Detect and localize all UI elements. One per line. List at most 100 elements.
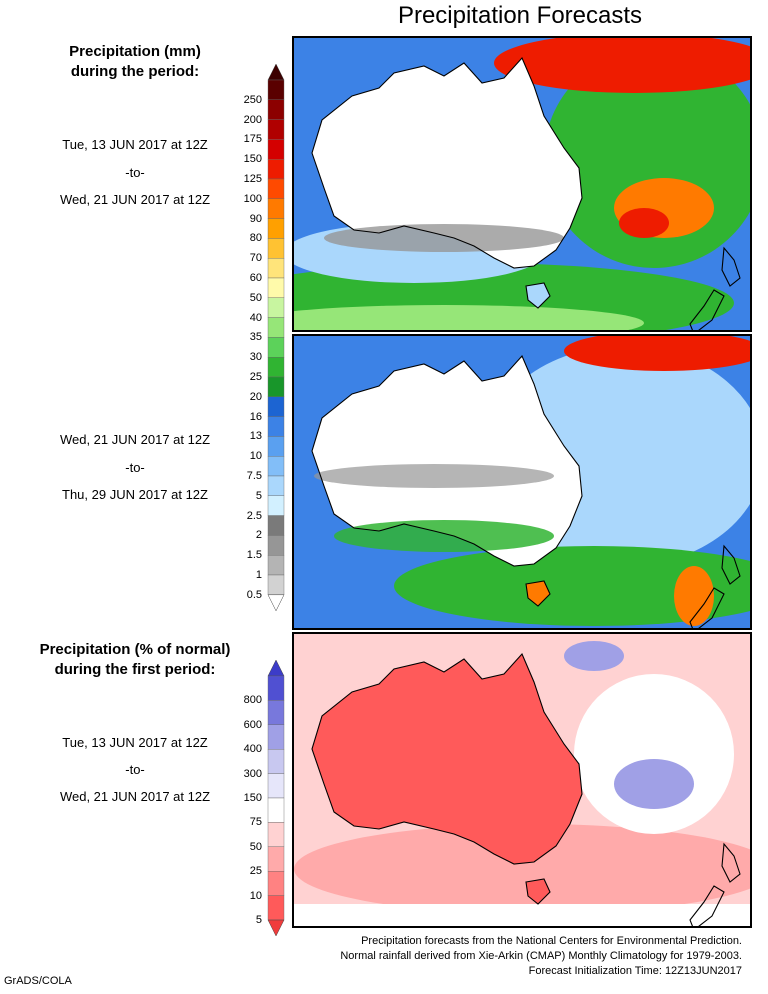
percent-colorbar-band bbox=[267, 748, 285, 774]
amount-colorbar-tick-label: 1 bbox=[255, 569, 262, 581]
map2-new-zealand-coastline bbox=[721, 544, 741, 585]
map3-tasmania-coastline bbox=[525, 878, 551, 905]
amount-colorbar-tick-label: 150 bbox=[243, 153, 262, 166]
percent-colorbar-band bbox=[267, 700, 285, 726]
map1-new-zealand-coastline bbox=[721, 246, 741, 287]
percent-of-normal-map bbox=[292, 632, 752, 928]
footer-normal-line: Normal rainfall derived from Xie-Arkin (… bbox=[340, 950, 742, 962]
amount-colorbar-band bbox=[267, 456, 285, 477]
percent-colorbar-tick-label: 5 bbox=[255, 914, 262, 926]
amount-colorbar-tick-label: 1.5 bbox=[246, 549, 262, 562]
amount-colorbar-tick-label: 40 bbox=[249, 311, 262, 324]
period1-start: Tue, 13 JUN 2017 at 12Z bbox=[62, 137, 208, 152]
percent-period-separator: -to- bbox=[125, 762, 145, 777]
map2-north-red-area bbox=[564, 336, 750, 371]
map2-south-coast-green bbox=[334, 520, 554, 552]
percent-section-title: Precipitation (% of normal) during the f… bbox=[0, 640, 270, 680]
map1-tasmania-coastline bbox=[525, 282, 551, 309]
amount-colorbar-band bbox=[267, 515, 285, 536]
period1-end: Wed, 21 JUN 2017 at 12Z bbox=[59, 192, 211, 207]
amount-colorbar-band bbox=[267, 139, 285, 160]
amount-colorbar-band bbox=[267, 535, 285, 556]
amount-colorbar-band bbox=[267, 99, 285, 120]
amount-colorbar-tick-label: 200 bbox=[243, 113, 262, 126]
amount-colorbar-band bbox=[267, 475, 285, 496]
percent-colorbar-tick-label: 800 bbox=[243, 694, 262, 707]
map2-tasmania-coastline bbox=[525, 580, 551, 607]
amount-colorbar-tick-label: 60 bbox=[249, 272, 262, 284]
amount-colorbar: 250 200 175 150 125 100 90 80 70 60 50 40 35 30 25 20 16… bbox=[230, 64, 294, 611]
map2-nz-orange-area bbox=[674, 566, 714, 626]
map3-south-white-strip bbox=[294, 904, 750, 926]
percent-colorbar-band bbox=[267, 870, 285, 896]
percent-colorbar-band bbox=[267, 846, 285, 872]
amount-colorbar-band bbox=[267, 317, 285, 338]
percent-colorbar-bottom-arrow bbox=[267, 919, 285, 936]
footer-source-line: Precipitation forecasts from the Nationa… bbox=[361, 935, 742, 947]
map3-north-blue-area bbox=[564, 641, 624, 671]
percent-colorbar-band bbox=[267, 675, 285, 701]
amount-colorbar-band bbox=[267, 198, 285, 219]
percent-colorbar-tick-label: 25 bbox=[249, 865, 262, 878]
amount-colorbar-band bbox=[267, 495, 285, 516]
map2-new-zealand-coastline bbox=[689, 587, 725, 628]
map1-north-red-area bbox=[494, 38, 750, 93]
amount-colorbar-tick-label: 25 bbox=[249, 371, 262, 383]
percent-colorbar-tick-label: 150 bbox=[243, 792, 262, 804]
map3-dry-interior bbox=[312, 654, 582, 864]
map2-dry-interior bbox=[312, 356, 582, 566]
percent-colorbar-band bbox=[267, 895, 285, 921]
map2-gray-drizzle-band bbox=[314, 464, 554, 488]
period2-end: Thu, 29 JUN 2017 at 12Z bbox=[62, 487, 208, 502]
amount-colorbar-band bbox=[267, 218, 285, 239]
amount-colorbar-tick-label: 50 bbox=[249, 291, 262, 304]
amount-colorbar-tick-label: 35 bbox=[249, 331, 262, 344]
percent-colorbar-graphic bbox=[267, 660, 285, 936]
amount-colorbar-band bbox=[267, 277, 285, 298]
percent-colorbar-tick-label: 400 bbox=[243, 743, 262, 756]
percent-colorbar-band bbox=[267, 822, 285, 847]
amount-colorbar-band bbox=[267, 416, 285, 437]
percent-period-start: Tue, 13 JUN 2017 at 12Z bbox=[62, 735, 208, 750]
percent-period-end: Wed, 21 JUN 2017 at 12Z bbox=[59, 789, 211, 804]
amount-colorbar-band bbox=[267, 574, 285, 595]
amount-colorbar-band bbox=[267, 396, 285, 417]
period2-start: Wed, 21 JUN 2017 at 12Z bbox=[59, 432, 211, 447]
amount-colorbar-tick-label: 70 bbox=[249, 252, 262, 265]
map1-east-red-area bbox=[619, 208, 669, 238]
map3-australia-coastline bbox=[311, 652, 583, 865]
map3-new-zealand-coastline bbox=[689, 885, 725, 926]
amount-colorbar-tick-label: 2.5 bbox=[246, 509, 262, 522]
amount-colorbar-tick-label: 125 bbox=[243, 173, 262, 185]
amount-colorbar-band bbox=[267, 158, 285, 180]
amount-colorbar-tick-label: 20 bbox=[249, 390, 262, 403]
amount-colorbar-band bbox=[267, 337, 285, 358]
forecast-map-period2 bbox=[292, 334, 752, 630]
amount-colorbar-band bbox=[267, 79, 285, 100]
amount-colorbar-band bbox=[267, 257, 285, 279]
amount-title-line2: during the period: bbox=[70, 63, 200, 80]
percent-title-line1: Precipitation (% of normal) bbox=[39, 641, 231, 658]
amount-colorbar-tick-label: 7.5 bbox=[246, 470, 262, 482]
percent-colorbar-top-arrow bbox=[267, 660, 285, 677]
amount-colorbar-tick-label: 13 bbox=[249, 430, 262, 443]
period1-separator: -to- bbox=[125, 165, 145, 180]
percent-colorbar-band bbox=[267, 724, 285, 750]
map3-east-white-area bbox=[574, 674, 734, 834]
percent-colorbar-tick-label: 10 bbox=[249, 889, 262, 902]
map2-australia-coastline bbox=[311, 354, 583, 567]
percent-colorbar-band bbox=[267, 773, 285, 799]
page-title: Precipitation Forecasts bbox=[397, 2, 643, 29]
amount-colorbar-tick-label: 100 bbox=[243, 192, 262, 205]
amount-colorbar-band bbox=[267, 297, 285, 318]
percent-colorbar-tick-label: 75 bbox=[249, 816, 262, 829]
amount-colorbar-band bbox=[267, 376, 285, 397]
map3-southern-pink-band bbox=[294, 824, 750, 914]
amount-colorbar-tick-label: 2 bbox=[255, 529, 262, 542]
period2-separator: -to- bbox=[125, 460, 145, 475]
amount-colorbar-tick-label: 90 bbox=[249, 212, 262, 225]
grads-credit: GrADS/COLA bbox=[4, 975, 72, 987]
amount-colorbar-graphic bbox=[267, 64, 285, 611]
amount-title-line1: Precipitation (mm) bbox=[69, 43, 201, 60]
map1-light-green-band bbox=[294, 305, 644, 330]
